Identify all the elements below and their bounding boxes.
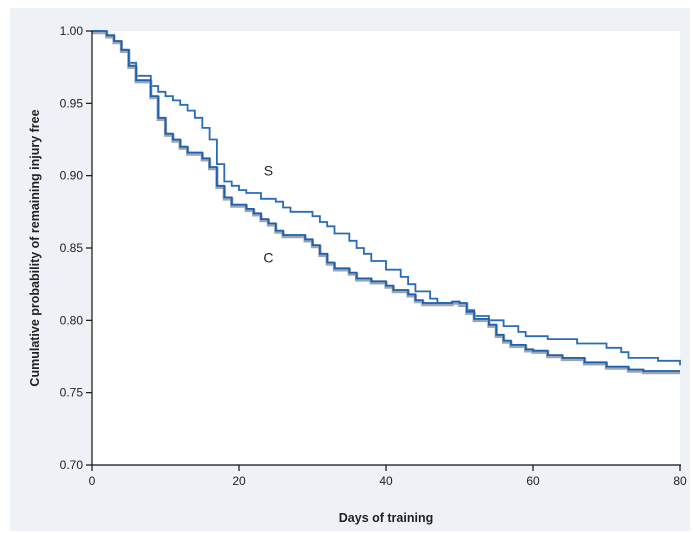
- series-s-label: S: [264, 163, 273, 179]
- y-tick-label: 0.90: [60, 169, 84, 183]
- series-c-label: C: [263, 249, 273, 265]
- x-axis-title: Days of training: [339, 511, 433, 525]
- series-layer: SC: [92, 30, 681, 375]
- y-tick-label: 0.95: [60, 96, 84, 110]
- y-tick-label: 0.85: [60, 241, 84, 255]
- x-tick-label: 0: [89, 474, 96, 488]
- y-axis-title: Cumulative probability of remaining inju…: [28, 109, 42, 386]
- plot-area: [92, 31, 680, 465]
- x-tick-label: 60: [526, 474, 540, 488]
- y-tick-label: 0.75: [60, 386, 84, 400]
- x-tick-label: 80: [673, 474, 687, 488]
- y-tick-label: 1.00: [60, 24, 84, 38]
- x-tick-label: 20: [232, 474, 246, 488]
- series-c-line: [92, 30, 680, 372]
- y-tick-label: 0.70: [60, 458, 84, 472]
- y-tick-label: 0.80: [60, 313, 84, 327]
- series-s-line: [92, 30, 681, 366]
- ticks-layer: 0 20 40 60 80 0.70 0.75 0.80 0.85 0.90 0.95 1.00: [60, 24, 687, 488]
- x-tick-label: 40: [379, 474, 393, 488]
